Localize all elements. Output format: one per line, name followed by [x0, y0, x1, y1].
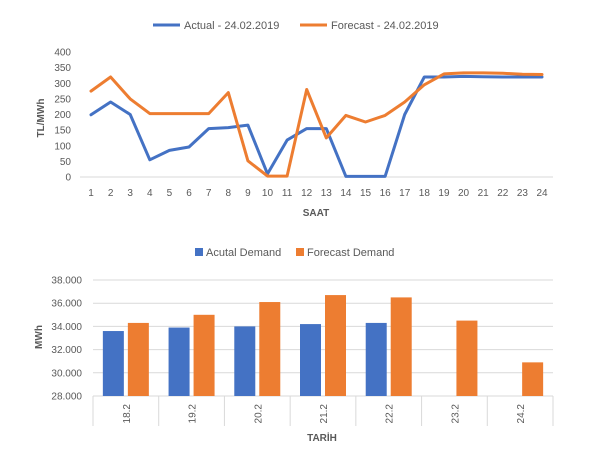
line-chart-series — [89, 71, 544, 178]
y-tick-label: 400 — [54, 48, 71, 59]
x-tick-label: 4 — [147, 188, 153, 199]
x-tick-label: 19 — [438, 188, 450, 199]
x-tick-label: 3 — [127, 188, 133, 199]
legend-label-forecast: Forecast - 24.02.2019 — [331, 20, 439, 32]
bar-chart-bars — [102, 295, 544, 396]
x-tick-label: 15 — [360, 188, 372, 199]
bar-actual-demand — [300, 324, 321, 396]
series-line-actual — [89, 74, 544, 178]
x-tick-label: 22 — [497, 188, 509, 199]
x-tick-label: 6 — [186, 188, 192, 199]
x-tick-label: 20 — [458, 188, 470, 199]
bar-forecast-demand — [390, 297, 412, 396]
line-chart-x-ticks: 1 2 3 4 5 6 7 8 9 10 11 12 13 14 15 16 17 18 19 20 21 22 23 24 — [88, 188, 548, 199]
x-tick-label: 8 — [225, 188, 231, 199]
line-chart-legend: Actual - 24.02.2019 Forecast - 24.02.201… — [153, 20, 439, 32]
x-tick-label: 24.2 — [516, 404, 527, 424]
legend-label-actual: Actual - 24.02.2019 — [184, 20, 279, 32]
y-tick-label: 34.000 — [51, 322, 82, 333]
legend-label-actual-demand: Acutal Demand — [206, 247, 281, 259]
y-tick-label: 36.000 — [51, 299, 82, 310]
x-tick-label: 13 — [321, 188, 333, 199]
bar-forecast-demand — [522, 362, 544, 396]
bar-actual-demand — [102, 331, 124, 396]
x-tick-label: 23 — [517, 188, 529, 199]
bar-forecast-demand — [325, 295, 346, 396]
bar-forecast-demand — [259, 302, 281, 396]
x-tick-label: 21 — [478, 188, 490, 199]
x-tick-label: 22.2 — [385, 404, 396, 424]
y-tick-label: 300 — [54, 79, 71, 90]
y-tick-label: 28.000 — [51, 392, 82, 403]
bar-chart-gridlines — [93, 279, 553, 397]
x-tick-label: 12 — [301, 188, 313, 199]
y-tick-label: 38.000 — [51, 276, 82, 287]
y-tick-label: 250 — [54, 94, 71, 105]
x-tick-label: 24 — [536, 188, 548, 199]
y-tick-label: 350 — [54, 63, 71, 74]
y-tick-label: 100 — [54, 141, 71, 152]
bar-forecast-demand — [193, 314, 215, 396]
bar-chart-legend: Acutal Demand Forecast Demand — [195, 247, 394, 259]
x-tick-label: 10 — [262, 188, 274, 199]
bar-chart-x-ticks: 18.2 19.2 20.2 21.2 22.2 23.2 24.2 — [122, 404, 527, 424]
bar-forecast-demand — [456, 320, 478, 396]
x-tick-label: 7 — [206, 188, 212, 199]
x-tick-label: 5 — [167, 188, 173, 199]
x-tick-label: 17 — [399, 188, 411, 199]
legend-swatch-actual-demand — [195, 248, 203, 256]
series-line-forecast — [89, 71, 544, 178]
line-chart: Actual - 24.02.2019 Forecast - 24.02.201… — [36, 20, 553, 219]
bar-actual-demand — [234, 326, 256, 396]
line-chart-y-axis-title: TL/MWh — [36, 99, 47, 138]
bar-chart-category-separators — [92, 396, 554, 426]
x-tick-label: 2 — [108, 188, 114, 199]
bar-actual-demand — [168, 327, 190, 396]
x-tick-label: 16 — [380, 188, 392, 199]
x-tick-label: 9 — [245, 188, 251, 199]
x-tick-label: 18.2 — [122, 404, 133, 424]
x-tick-label: 1 — [88, 188, 94, 199]
bar-chart: Acutal Demand Forecast Demand 28.000 30.0… — [34, 247, 554, 444]
x-tick-label: 18 — [419, 188, 431, 199]
bar-chart-x-axis-title: TARİH — [307, 431, 337, 444]
line-chart-x-axis-title: SAAT — [303, 208, 329, 219]
bar-actual-demand — [365, 322, 387, 396]
legend-label-forecast-demand: Forecast Demand — [307, 247, 394, 259]
y-tick-label: 150 — [54, 126, 71, 137]
x-tick-label: 14 — [340, 188, 352, 199]
x-tick-label: 21.2 — [319, 404, 330, 424]
x-tick-label: 11 — [282, 188, 293, 199]
y-tick-label: 32.000 — [51, 345, 82, 356]
y-tick-label: 200 — [54, 110, 71, 121]
y-tick-label: 50 — [60, 157, 72, 168]
y-tick-label: 0 — [65, 173, 71, 184]
x-tick-label: 19.2 — [188, 404, 199, 424]
x-tick-label: 20.2 — [253, 404, 264, 424]
y-tick-label: 30.000 — [51, 368, 82, 379]
x-tick-label: 23.2 — [450, 404, 461, 424]
bar-chart-y-ticks: 28.000 30.000 32.000 34.000 36.000 38.000 — [51, 276, 82, 403]
bar-chart-y-axis-title: MWh — [34, 325, 45, 349]
legend-swatch-forecast-demand — [296, 248, 304, 256]
bar-forecast-demand — [127, 322, 149, 396]
line-chart-y-ticks: 0 50 100 150 200 250 300 350 400 — [54, 48, 71, 184]
